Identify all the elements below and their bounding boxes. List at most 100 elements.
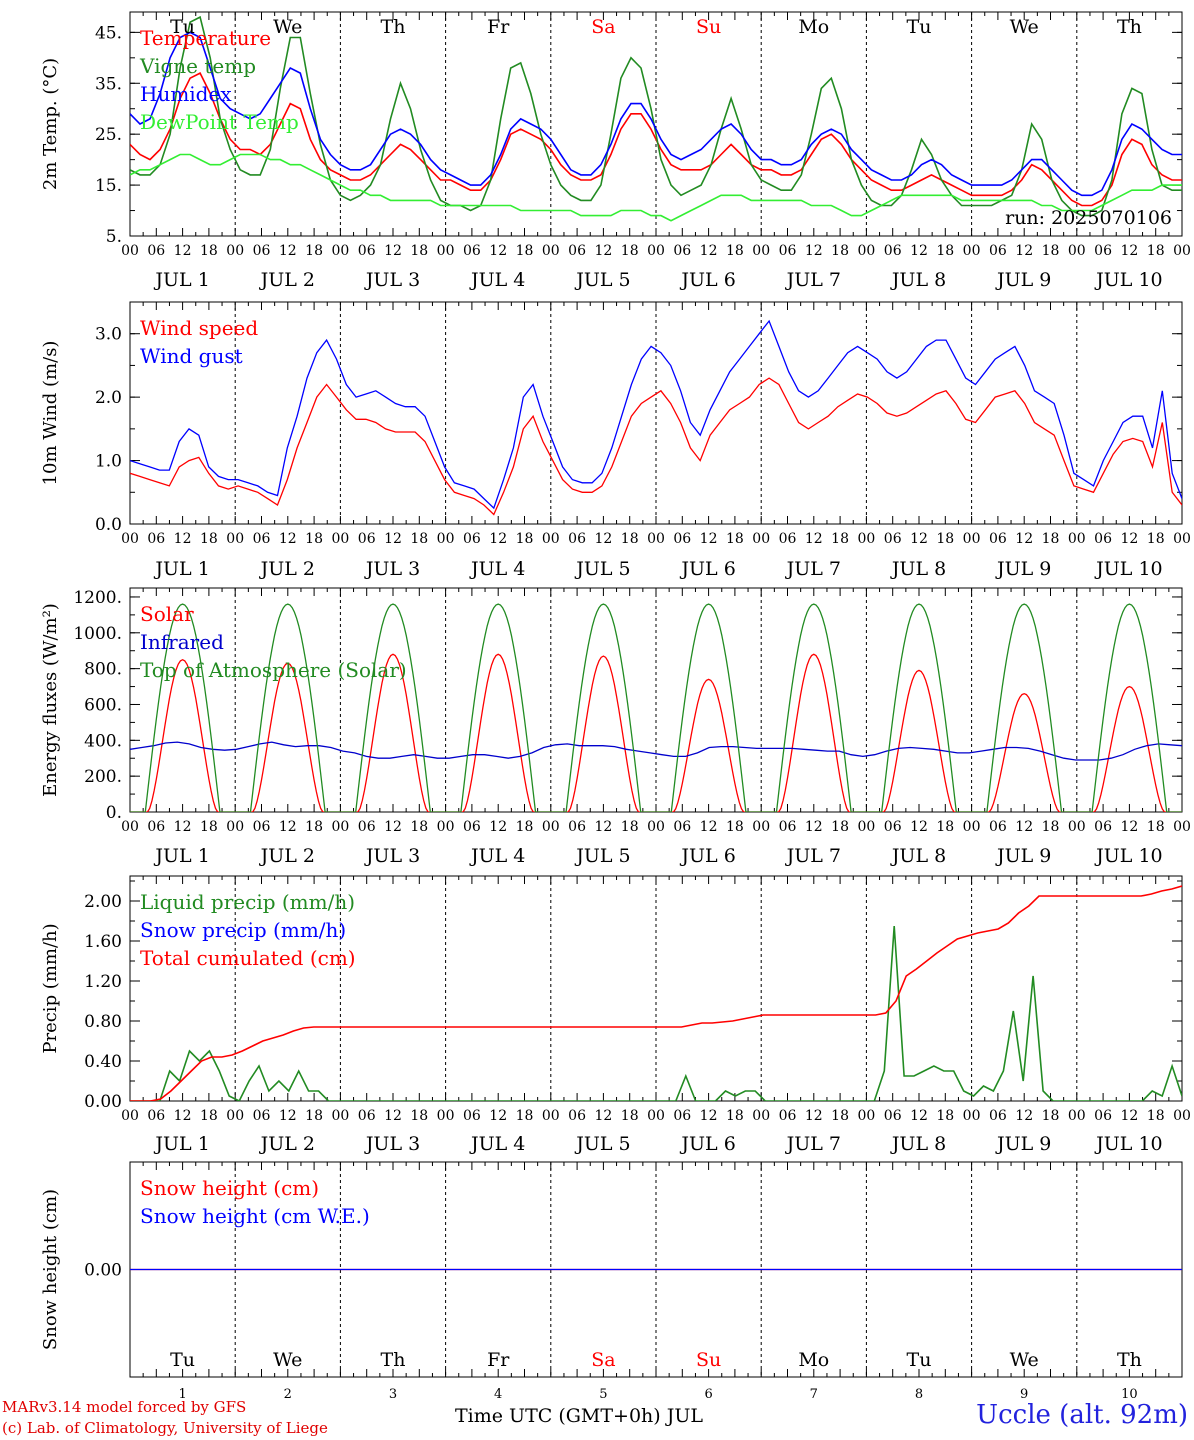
y-tick-label: 1200. — [73, 588, 122, 608]
hour-label: 00 — [226, 819, 244, 835]
day-name: We — [273, 16, 302, 38]
day-name: Sa — [591, 16, 615, 38]
series-line — [130, 15, 1182, 217]
legend-entry: DewPoint Temp — [140, 110, 299, 134]
y-tick-label: 800. — [84, 660, 122, 680]
panel-3: 0. 200. 400. 600. 800. 1000. 1200. Energy fluxe… — [40, 587, 1191, 867]
panel-4: 0.00 0.40 0.80 1.20 1.60 2.00 Precip (mm/h) 00 0… — [40, 875, 1191, 1155]
hour-label: 12 — [1120, 243, 1138, 259]
hour-label: 12 — [489, 819, 507, 835]
date-label: JUL 5 — [574, 269, 630, 291]
hour-label: 06 — [673, 243, 691, 259]
hour-label: 12 — [174, 243, 192, 259]
hour-label: 18 — [1147, 1108, 1165, 1124]
hour-label: 18 — [726, 243, 744, 259]
hour-label: 00 — [226, 531, 244, 547]
hour-label: 06 — [989, 1108, 1007, 1124]
series-group — [130, 319, 1182, 516]
hour-label: 00 — [121, 1108, 139, 1124]
credit-line-1: MARv3.14 model forced by GFS — [2, 1398, 247, 1416]
day-name: Tu — [170, 1349, 195, 1371]
hour-label: 12 — [174, 819, 192, 835]
hour-label: 12 — [1015, 1108, 1033, 1124]
hour-label: 06 — [147, 531, 165, 547]
day-name: Th — [1117, 1349, 1142, 1371]
date-label: JUL 10 — [1094, 269, 1162, 291]
hour-label: 00 — [857, 819, 875, 835]
hour-label: 00 — [1173, 1108, 1191, 1124]
hour-label: 12 — [279, 1108, 297, 1124]
hour-label: 18 — [726, 819, 744, 835]
date-label: JUL 3 — [364, 558, 420, 580]
credit-line-2: (c) Lab. of Climatology, University of L… — [2, 1419, 328, 1437]
hour-label: 06 — [673, 531, 691, 547]
day-name: We — [1010, 1349, 1039, 1371]
hour-label: 06 — [358, 531, 376, 547]
date-label: JUL 7 — [785, 845, 841, 867]
hour-label: 00 — [857, 531, 875, 547]
legend-entry: Liquid precip (mm/h) — [140, 890, 355, 914]
hour-label: 00 — [752, 243, 770, 259]
day-name: Th — [381, 1349, 406, 1371]
hour-label: 18 — [516, 819, 534, 835]
hour-label: 12 — [805, 531, 823, 547]
legend-entry: Top of Atmosphere (Solar) — [140, 658, 407, 682]
legend-entry: Infrared — [140, 630, 224, 654]
hour-label: 18 — [1147, 243, 1165, 259]
date-label: JUL 6 — [679, 1133, 735, 1155]
date-label: JUL 9 — [995, 269, 1051, 291]
hour-label: 12 — [700, 819, 718, 835]
legend-entry: Temperature — [140, 26, 271, 50]
hour-label: 18 — [516, 243, 534, 259]
date-label: JUL 1 — [153, 1133, 209, 1155]
day-name: Fr — [487, 1349, 510, 1371]
hour-label: 06 — [884, 531, 902, 547]
hour-label: 18 — [621, 243, 639, 259]
hour-label: 06 — [568, 531, 586, 547]
hour-label: 12 — [594, 819, 612, 835]
y-tick-label: 600. — [84, 695, 122, 715]
hour-label: 12 — [805, 819, 823, 835]
hour-label: 00 — [963, 243, 981, 259]
hour-label: 06 — [1094, 819, 1112, 835]
day-number: 5 — [599, 1387, 607, 1402]
hour-label: 18 — [1042, 531, 1060, 547]
day-name: Th — [381, 16, 406, 38]
hour-label: 18 — [1147, 819, 1165, 835]
date-label: JUL 6 — [679, 845, 735, 867]
hour-label: 18 — [831, 531, 849, 547]
hour-label: 12 — [700, 531, 718, 547]
hour-label: 18 — [726, 1108, 744, 1124]
date-label: JUL 5 — [574, 845, 630, 867]
hour-label: 00 — [857, 1108, 875, 1124]
hour-label: 00 — [963, 1108, 981, 1124]
y-tick-label: 3.0 — [95, 325, 122, 345]
hour-label: 00 — [121, 819, 139, 835]
hour-label: 18 — [200, 1108, 218, 1124]
date-label: JUL 8 — [890, 558, 946, 580]
hour-label: 18 — [1042, 243, 1060, 259]
hour-label: 06 — [463, 531, 481, 547]
hour-label: 06 — [779, 819, 797, 835]
hour-label: 18 — [621, 819, 639, 835]
date-label: JUL 1 — [153, 269, 209, 291]
hour-label: 06 — [147, 819, 165, 835]
date-label: JUL 1 — [153, 845, 209, 867]
series-line — [130, 319, 1182, 510]
panel-frame — [129, 587, 1183, 813]
legend-entry: Solar — [140, 602, 194, 626]
hour-label: 12 — [174, 1108, 192, 1124]
hour-label: 18 — [410, 243, 428, 259]
y-tick-label: 200. — [84, 767, 122, 787]
hour-label: 00 — [857, 243, 875, 259]
hour-label: 12 — [489, 243, 507, 259]
day-number: 1 — [178, 1387, 186, 1402]
date-label: JUL 6 — [679, 558, 735, 580]
y-tick-label: 1.20 — [84, 972, 122, 992]
hour-label: 18 — [936, 819, 954, 835]
hour-label: 12 — [1120, 1108, 1138, 1124]
hour-label: 00 — [331, 531, 349, 547]
y-axis-label: 2m Temp. (°C) — [40, 58, 61, 190]
legend-entry: Snow precip (mm/h) — [140, 918, 346, 942]
day-name: Mo — [798, 1349, 829, 1371]
